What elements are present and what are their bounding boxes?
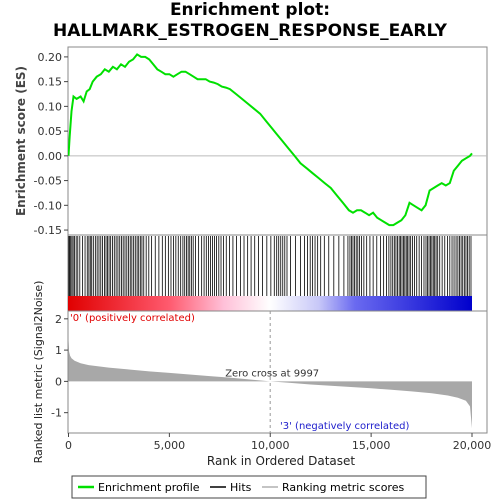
es-y-tick-label: 0.20 — [38, 51, 63, 64]
title-line-1: Enrichment plot: — [169, 0, 331, 20]
x-tick-label: 15,000 — [352, 439, 391, 452]
rank-color-bar — [68, 296, 472, 311]
metric-y-tick-label: 0 — [55, 375, 62, 388]
metric-y-axis-label: Ranked list metric (Signal2Noise) — [32, 281, 45, 464]
ranking-metric-area — [68, 340, 472, 429]
metric-y-tick-label: -1 — [51, 407, 62, 420]
es-y-tick-label: -0.15 — [34, 224, 62, 237]
legend: Enrichment profile Hits Ranking metric sco… — [78, 481, 404, 494]
x-axis: 0 5,000 10,000 15,000 20,000 — [65, 433, 491, 452]
enrichment-profile-line — [68, 53, 473, 227]
es-y-tick-label: 0.05 — [38, 125, 63, 138]
x-axis-label: Rank in Ordered Dataset — [207, 454, 355, 468]
legend-box — [71, 475, 427, 499]
es-y-axis: 0.20 0.15 0.10 0.05 0.00 -0.05 -0.10 -0.15 — [34, 51, 68, 237]
metric-y-axis: 2 1 0 -1 — [51, 313, 68, 420]
positive-correlation-label: '0' (positively correlated) — [70, 313, 195, 324]
x-tick-label: 5,000 — [154, 439, 186, 452]
legend-label: Ranking metric scores — [282, 481, 404, 494]
x-tick-label: 10,000 — [251, 439, 290, 452]
es-y-tick-label: 0.15 — [38, 76, 63, 89]
metric-y-tick-label: 2 — [55, 313, 62, 326]
title-line-2: HALLMARK_ESTROGEN_RESPONSE_EARLY — [53, 21, 447, 41]
legend-label: Hits — [230, 481, 252, 494]
hit-lines — [68, 236, 472, 296]
x-tick-label: 20,000 — [453, 439, 492, 452]
es-y-tick-label: 0.10 — [38, 100, 63, 113]
negative-correlation-label: '3' (negatively correlated) — [280, 421, 409, 432]
legend-label: Enrichment profile — [98, 481, 200, 494]
es-panel-frame — [67, 46, 488, 236]
es-y-axis-label: Enrichment score (ES) — [14, 66, 28, 216]
es-y-tick-label: 0.00 — [38, 150, 63, 163]
es-y-tick-label: -0.05 — [34, 175, 62, 188]
zero-cross-label: Zero cross at 9997 — [225, 368, 319, 379]
chart-title: Enrichment plot: HALLMARK_ESTROGEN_RESPO… — [0, 0, 500, 42]
metric-y-tick-label: 1 — [55, 344, 62, 357]
es-y-tick-label: -0.10 — [34, 199, 62, 212]
x-tick-label: 0 — [65, 439, 72, 452]
